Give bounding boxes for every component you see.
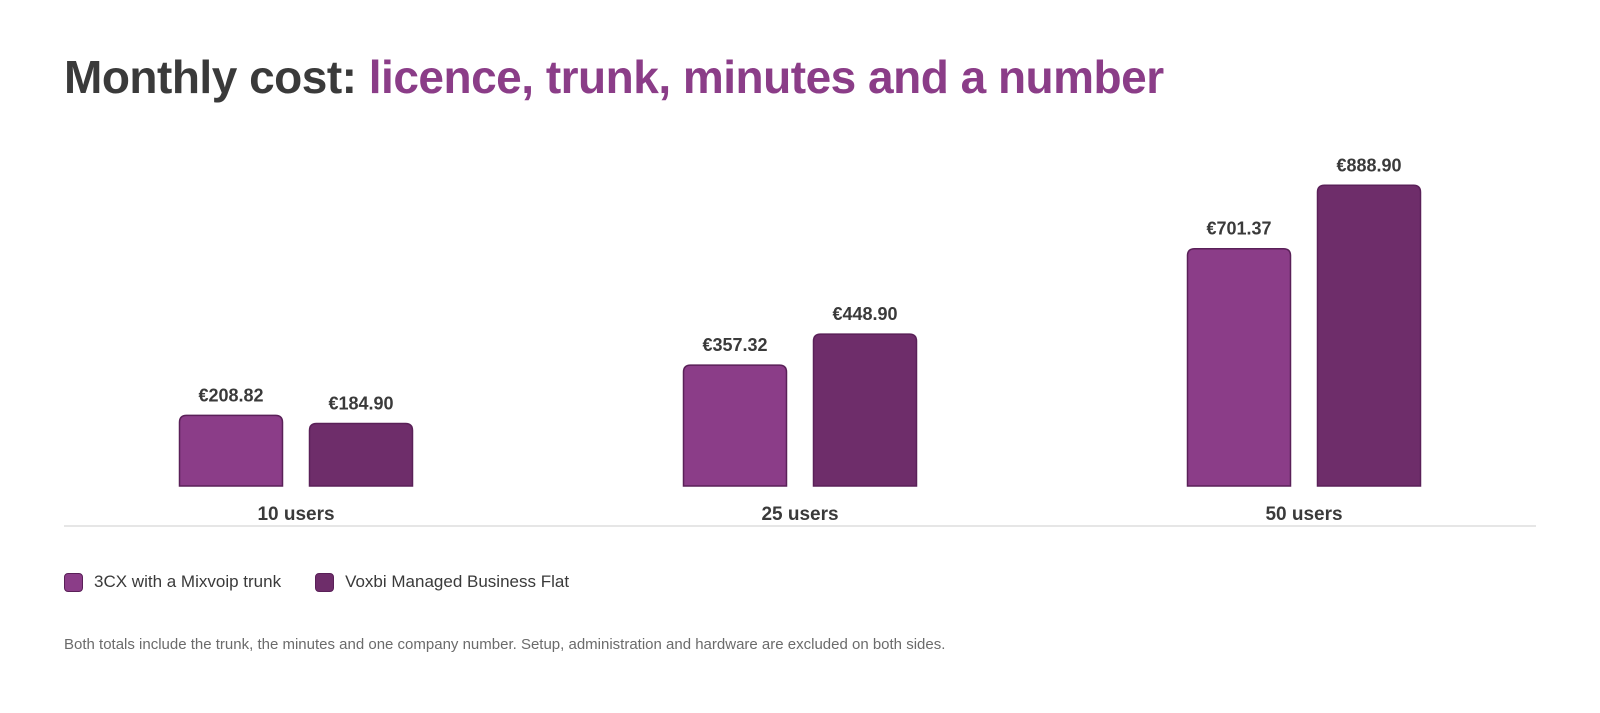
data-label-1-1: €208.82 [198, 385, 263, 405]
data-label-1-2: €357.32 [702, 335, 767, 355]
bar-2-3 [1316, 184, 1422, 487]
data-label-2-3: €888.90 [1336, 155, 1401, 175]
bar-1-1 [178, 414, 284, 487]
category-label-3: 50 users [1265, 504, 1342, 525]
chart-title: Monthly cost: licence, trunk, minutes an… [64, 50, 1164, 105]
bar-1-3 [1186, 247, 1292, 487]
data-label-1-3: €701.37 [1206, 219, 1271, 239]
category-label-1: 10 users [257, 504, 334, 525]
category-label-2: 25 users [761, 504, 838, 525]
legend: 3CX with a Mixvoip trunk Voxbi Managed B… [64, 572, 569, 592]
legend-item-series-1: 3CX with a Mixvoip trunk [64, 572, 281, 592]
bar-2-2 [812, 333, 918, 487]
footnote: Both totals include the trunk, the minut… [64, 636, 946, 653]
legend-swatch-series-1 [64, 572, 83, 592]
legend-item-series-2: Voxbi Managed Business Flat [315, 572, 569, 592]
bar-1-2 [682, 364, 788, 487]
data-label-2-2: €448.90 [832, 304, 897, 324]
legend-swatch-series-2 [315, 572, 335, 592]
bar-2-1 [308, 422, 414, 487]
bar-chart: €208.82 €184.90 10 users €357.32 €448.90 25 u… [64, 155, 1536, 527]
chart-title-lead: Monthly cost: [64, 51, 357, 103]
legend-label-series-2: Voxbi Managed Business Flat [345, 572, 570, 591]
legend-label-series-1: 3CX with a Mixvoip trunk [94, 572, 282, 591]
chart-title-accent: licence, trunk, minutes and a number [368, 51, 1164, 103]
data-label-2-1: €184.90 [328, 393, 393, 413]
